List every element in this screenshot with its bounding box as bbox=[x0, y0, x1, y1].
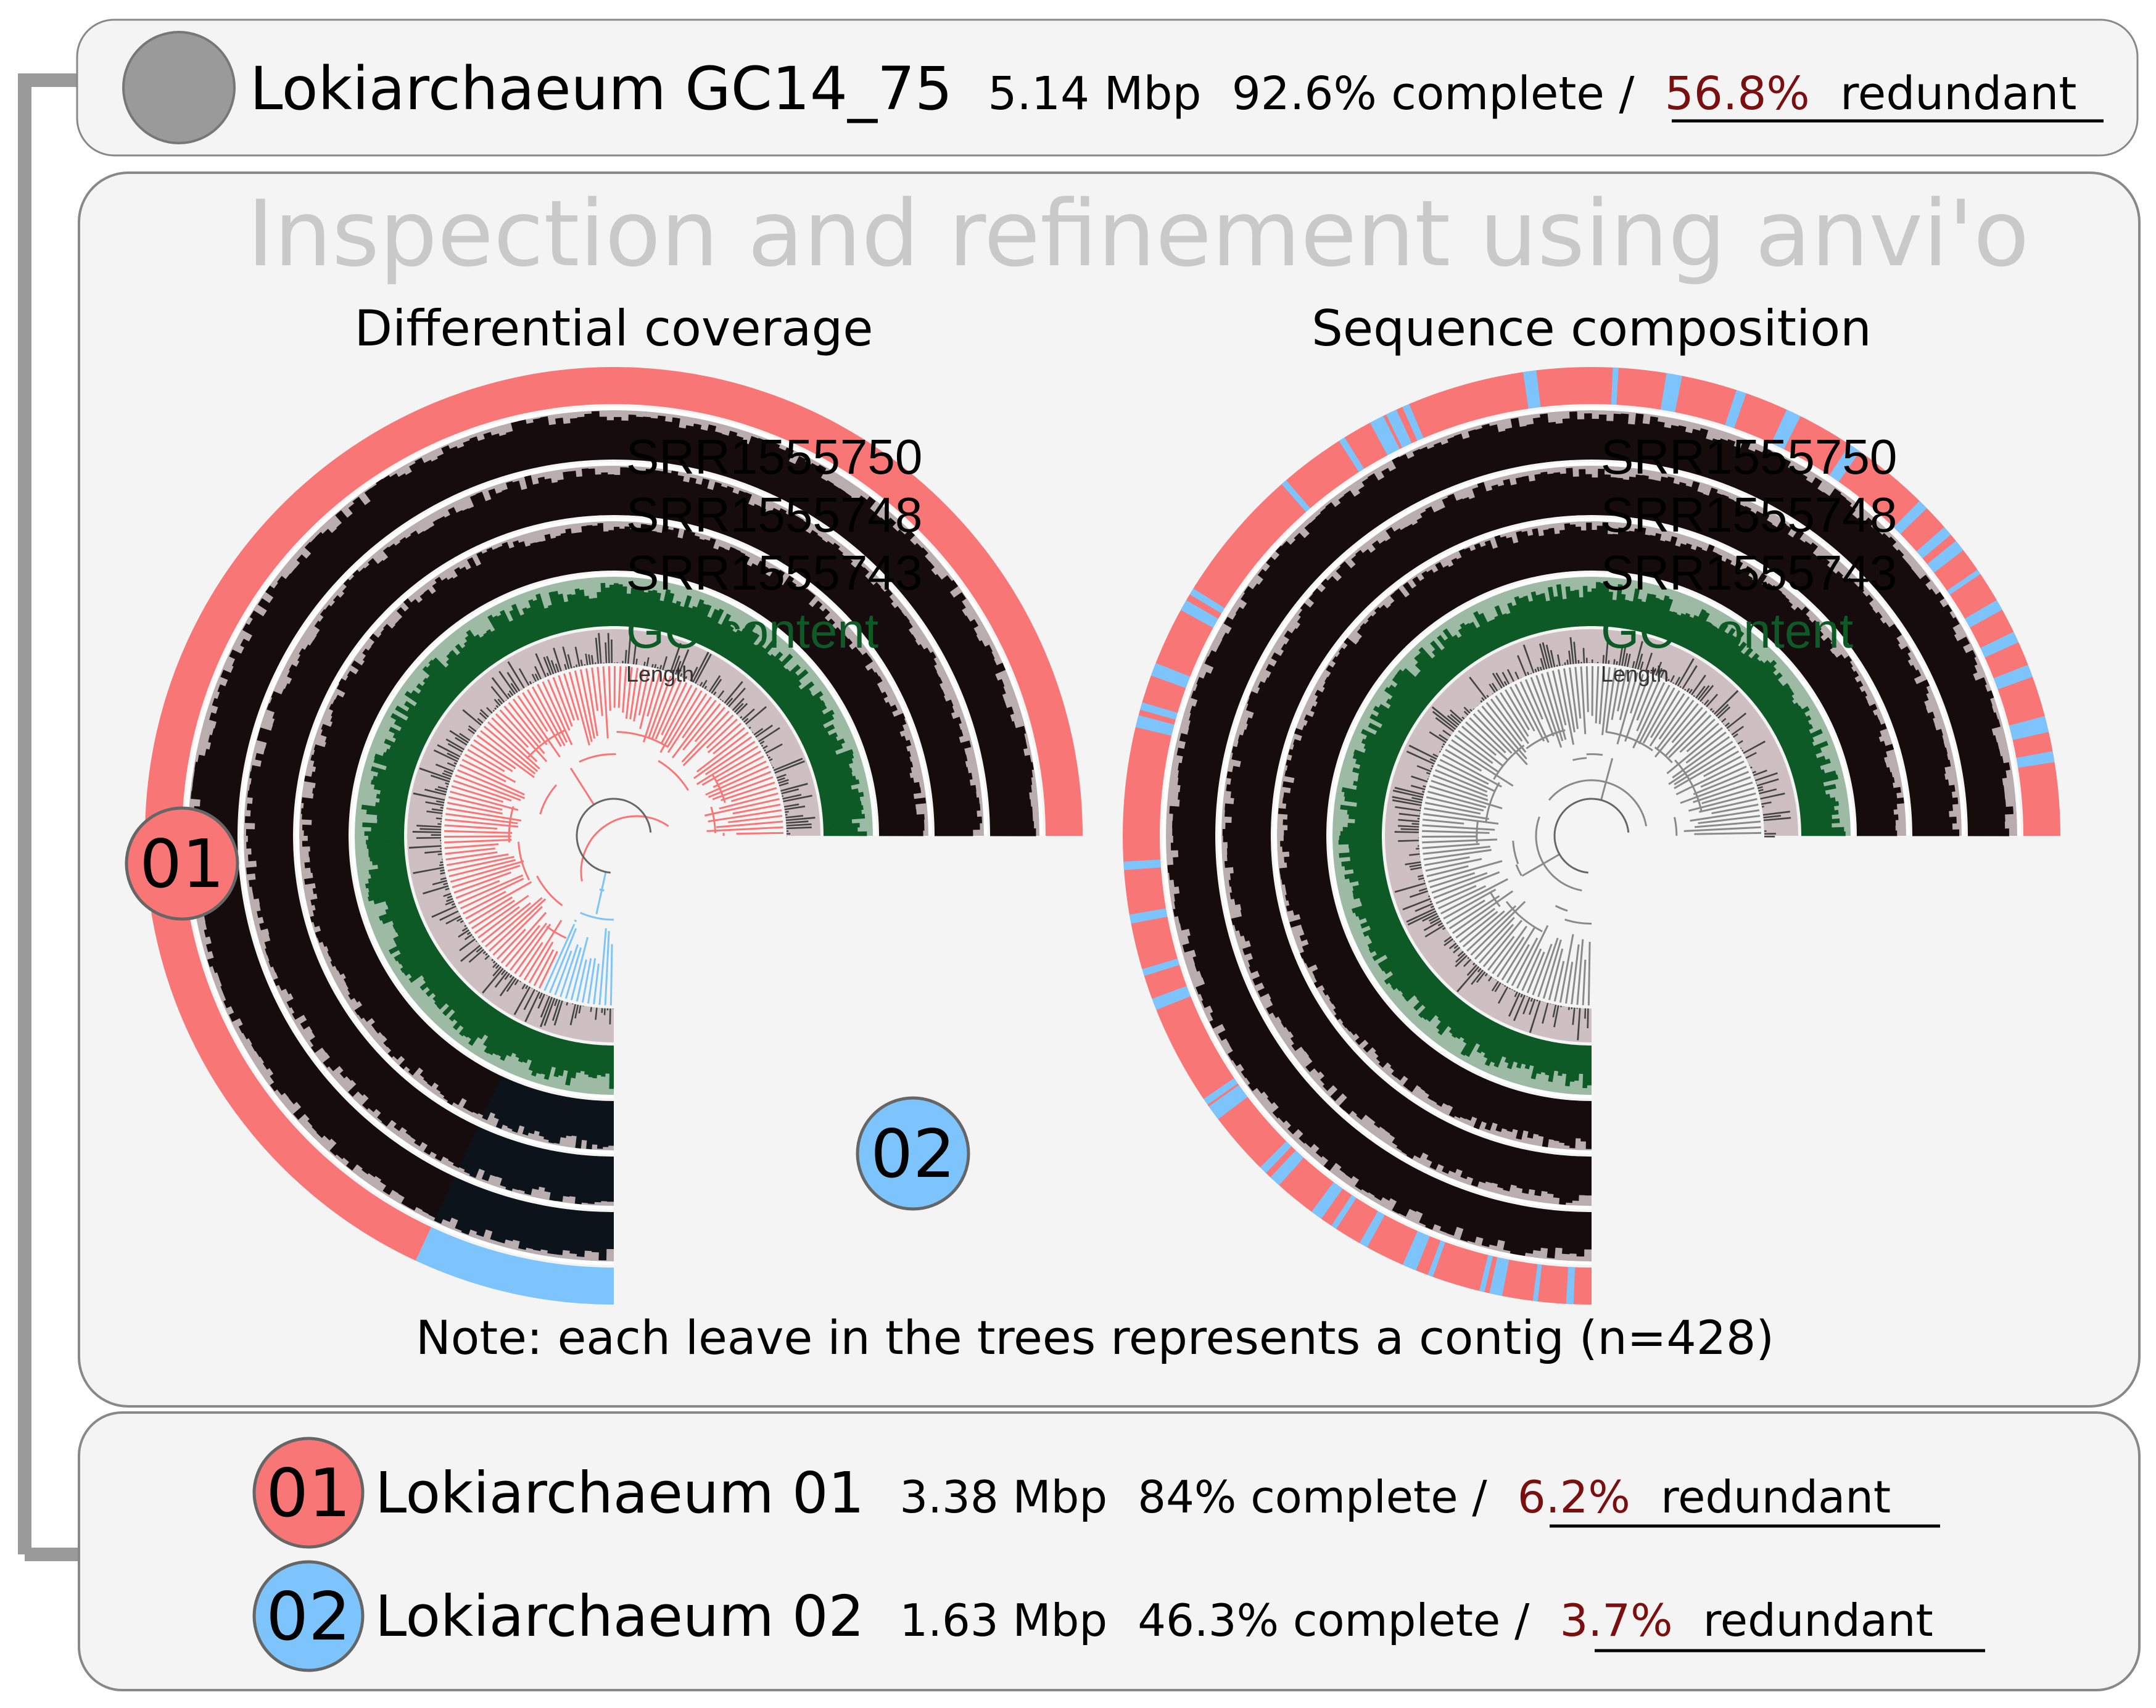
bin-row-01: 01 Lokiarchaeum 01 3.38 Mbp 84% complete… bbox=[252, 1437, 1940, 1549]
bin-02-marker-label: 02 bbox=[870, 1116, 955, 1193]
bin-row-02-complete: 46.3% complete / bbox=[1138, 1595, 1530, 1646]
left-label-srr1555743: SRR1555743 bbox=[626, 545, 922, 600]
bin-row-01-name: Lokiarchaeum 01 bbox=[375, 1460, 864, 1526]
bin-row-01-redundant-pct: 6.2% bbox=[1518, 1471, 1630, 1523]
left-label-length: Length bbox=[626, 661, 694, 687]
parent-genome-size: 5.14 Mbp bbox=[988, 67, 1201, 120]
composition-stripes bbox=[1123, 367, 2055, 1305]
bin-01-marker-label: 01 bbox=[139, 826, 224, 903]
left-layer-rings bbox=[144, 367, 1083, 1305]
parent-genome-name: Lokiarchaeum GC14_75 bbox=[250, 54, 952, 123]
left-label-srr1555750: SRR1555750 bbox=[626, 429, 922, 484]
bin-row-01-summary: Lokiarchaeum 01 3.38 Mbp 84% complete / … bbox=[375, 1460, 1891, 1526]
gc-layer bbox=[361, 583, 867, 1089]
right-label-gc-content: GC-content bbox=[1601, 603, 1853, 658]
bin-row-01-badge bbox=[252, 1437, 365, 1549]
right-label-srr1555743: SRR1555743 bbox=[1601, 545, 1897, 600]
left-label-gc-content: GC-content bbox=[626, 603, 878, 658]
bin-row-02-summary: Lokiarchaeum 02 1.63 Mbp 46.3% complete … bbox=[375, 1583, 1933, 1649]
parent-genome-panel bbox=[76, 19, 2139, 157]
bin-row-02: 02 Lokiarchaeum 02 1.63 Mbp 46.3% comple… bbox=[252, 1560, 1985, 1672]
coverage-layer-1 bbox=[188, 411, 1036, 1261]
coverage-layer-3 bbox=[301, 523, 927, 1150]
right-layer-labels: SRR1555750 SRR1555748 SRR1555743 GC-cont… bbox=[1601, 429, 1897, 687]
length-layer bbox=[1392, 637, 1791, 1041]
differential-coverage-display: SRR1555750 SRR1555748 SRR1555743 GC-cont… bbox=[125, 367, 1083, 1305]
left-label-srr1555748: SRR1555748 bbox=[626, 487, 922, 542]
right-layer-rings bbox=[1123, 367, 2060, 1305]
bin-row-01-size: 3.38 Mbp bbox=[899, 1471, 1107, 1523]
bin-01-marker: 01 bbox=[125, 806, 239, 921]
bin-row-02-name: Lokiarchaeum 02 bbox=[375, 1583, 864, 1649]
parent-genome-complete: 92.6% complete / bbox=[1232, 67, 1635, 120]
coverage-layer-3 bbox=[1278, 522, 1904, 1149]
left-layer-labels: SRR1555750 SRR1555748 SRR1555743 GC-cont… bbox=[626, 429, 922, 687]
right-contig-tree bbox=[1421, 666, 1761, 1005]
inspection-title: Inspection and refinement using anvi'o bbox=[247, 181, 2029, 287]
left-panel-title: Differential coverage bbox=[355, 300, 874, 357]
bin-row-02-badge-label: 02 bbox=[266, 1578, 350, 1656]
bin-02-marker: 02 bbox=[856, 1096, 970, 1211]
bin-row-01-badge-label: 01 bbox=[266, 1455, 350, 1532]
coverage-layer-1 bbox=[1167, 411, 2014, 1259]
length-layer bbox=[408, 633, 816, 1028]
refined-bins-panel bbox=[78, 1411, 2141, 1691]
left-contig-tree bbox=[444, 666, 783, 1005]
bin-row-02-badge bbox=[252, 1560, 365, 1672]
gc-layer bbox=[1338, 582, 1846, 1089]
parent-genome-summary: Lokiarchaeum GC14_75 5.14 Mbp 92.6% comp… bbox=[250, 54, 2076, 123]
right-label-srr1555750: SRR1555750 bbox=[1601, 429, 1897, 484]
right-label-srr1555748: SRR1555748 bbox=[1601, 487, 1897, 542]
parent-genome-redundant-pct: 56.8% bbox=[1665, 67, 1810, 120]
bin-02-ring bbox=[415, 1227, 614, 1305]
right-label-length: Length bbox=[1601, 661, 1669, 687]
bin-row-01-complete: 84% complete / bbox=[1138, 1471, 1487, 1523]
right-panel-title: Sequence composition bbox=[1311, 300, 1872, 357]
bin-row-02-redundant-word: redundant bbox=[1703, 1595, 1933, 1646]
bin-row-01-redundant-word: redundant bbox=[1661, 1471, 1891, 1523]
parent-genome-node bbox=[122, 31, 236, 144]
coverage-layer-2 bbox=[1222, 468, 1960, 1205]
bin-row-02-redundant-pct: 3.7% bbox=[1560, 1595, 1673, 1646]
sequence-composition-display: SRR1555750 SRR1555748 SRR1555743 GC-cont… bbox=[1123, 367, 2060, 1305]
contig-note: Note: each leave in the trees represents… bbox=[416, 1310, 1774, 1365]
bin-row-02-size: 1.63 Mbp bbox=[899, 1595, 1107, 1646]
coverage-layer-2 bbox=[244, 467, 982, 1205]
parent-genome-redundant-word: redundant bbox=[1840, 67, 2076, 120]
